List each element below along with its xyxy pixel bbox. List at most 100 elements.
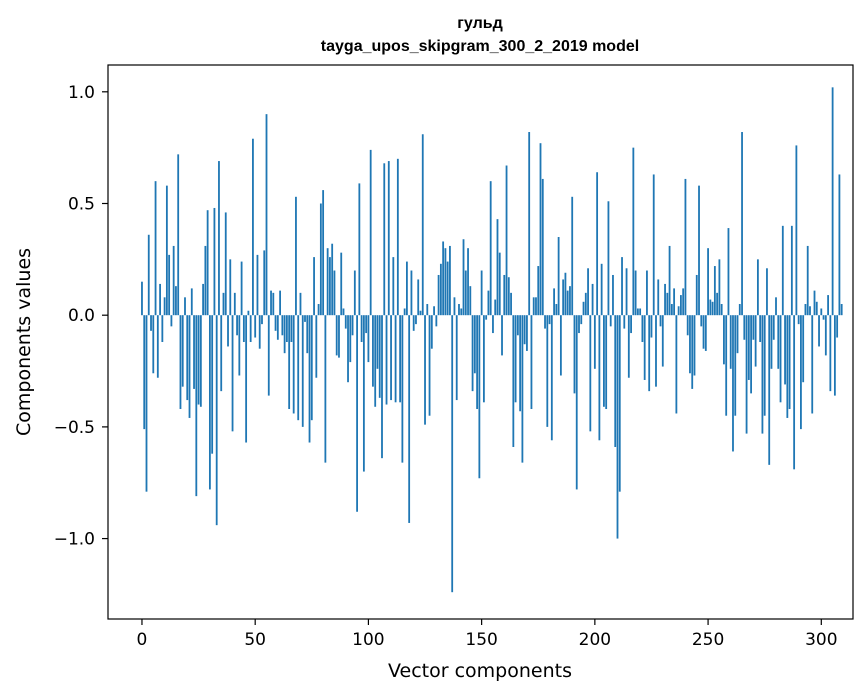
bar-5	[152, 315, 155, 374]
bar-301	[822, 315, 825, 320]
bar-79	[319, 203, 322, 316]
bar-284	[784, 315, 786, 385]
bar-191	[573, 315, 576, 394]
bar-279	[772, 315, 775, 340]
x-axis-label: Vector components	[388, 660, 572, 682]
bar-107	[383, 163, 386, 316]
bar-221	[641, 315, 644, 342]
bar-186	[562, 279, 565, 316]
bar-34	[218, 161, 220, 316]
bar-261	[732, 315, 734, 452]
bar-104	[376, 315, 379, 369]
bar-88	[340, 252, 343, 316]
bar-13	[170, 315, 173, 327]
bar-184	[557, 237, 560, 316]
bar-77	[315, 315, 318, 378]
bar-188	[566, 290, 569, 316]
bar-297	[813, 290, 816, 316]
bar-218	[634, 270, 637, 316]
bar-85	[333, 270, 336, 316]
bar-121	[415, 315, 417, 325]
x-tick-label-50: 50	[244, 630, 266, 650]
bar-82	[326, 248, 329, 316]
bar-18	[181, 315, 184, 387]
bar-295	[809, 306, 811, 316]
bar-55	[265, 114, 268, 316]
bar-87	[338, 315, 340, 358]
bar-306	[833, 315, 836, 396]
bar-35	[220, 315, 223, 392]
bar-303	[827, 295, 829, 316]
y-tick-label-0: 1.0	[68, 83, 95, 103]
bar-222	[643, 315, 646, 380]
bar-212	[621, 257, 623, 316]
bar-131	[437, 274, 440, 316]
bar-90	[344, 315, 347, 329]
bar-48	[249, 315, 252, 342]
bar-41	[233, 292, 236, 316]
bar-169	[523, 315, 526, 345]
bar-153	[487, 290, 490, 316]
bar-146	[471, 315, 474, 392]
bar-115	[401, 315, 404, 463]
bar-289	[795, 145, 798, 316]
bar-0	[141, 281, 143, 316]
bar-260	[729, 315, 732, 369]
bar-215	[627, 315, 630, 378]
bar-256	[720, 304, 723, 316]
bar-208	[612, 274, 614, 316]
bar-309	[840, 304, 843, 316]
bar-262	[734, 315, 737, 416]
bar-86	[335, 315, 338, 356]
bar-271	[754, 315, 757, 367]
bar-235	[673, 288, 676, 316]
bar-211	[618, 315, 621, 492]
bar-51	[256, 254, 259, 316]
bar-287	[790, 225, 793, 316]
bar-265	[741, 132, 743, 316]
bar-9	[161, 315, 164, 342]
bar-179	[546, 315, 549, 427]
bar-231	[664, 283, 666, 316]
bar-62	[281, 315, 284, 336]
bar-125	[424, 315, 426, 425]
plot-frame	[107, 64, 854, 620]
bar-46	[245, 315, 248, 443]
bar-166	[516, 315, 519, 336]
bar-210	[616, 315, 619, 539]
bar-65	[288, 315, 291, 410]
x-tick-label-0: 0	[137, 630, 148, 650]
bar-3	[147, 234, 150, 316]
bar-103	[374, 315, 377, 407]
bar-114	[399, 315, 402, 403]
bar-237	[677, 306, 680, 316]
bar-132	[439, 263, 442, 316]
bar-76	[313, 257, 315, 316]
bar-136	[449, 245, 451, 316]
bar-171	[528, 132, 531, 316]
bar-57	[270, 290, 272, 316]
bar-193	[578, 315, 580, 334]
bar-194	[580, 315, 583, 325]
bar-143	[464, 270, 467, 316]
bar-285	[786, 315, 789, 418]
x-tick-label-150: 150	[465, 630, 497, 650]
bar-272	[756, 259, 759, 316]
bar-198	[589, 315, 592, 432]
bar-49	[252, 138, 254, 316]
bar-42	[236, 315, 238, 336]
bar-240	[684, 178, 687, 316]
bar-39	[229, 259, 232, 316]
bar-84	[331, 243, 334, 316]
bar-158	[498, 252, 501, 316]
bar-96	[358, 183, 361, 316]
bar-111	[392, 257, 395, 316]
bar-252	[711, 301, 714, 316]
bar-45	[242, 315, 245, 342]
bar-202	[598, 315, 601, 441]
bar-145	[469, 286, 472, 316]
bar-54	[263, 250, 266, 316]
bar-10	[163, 297, 166, 316]
bar-139	[455, 315, 458, 401]
